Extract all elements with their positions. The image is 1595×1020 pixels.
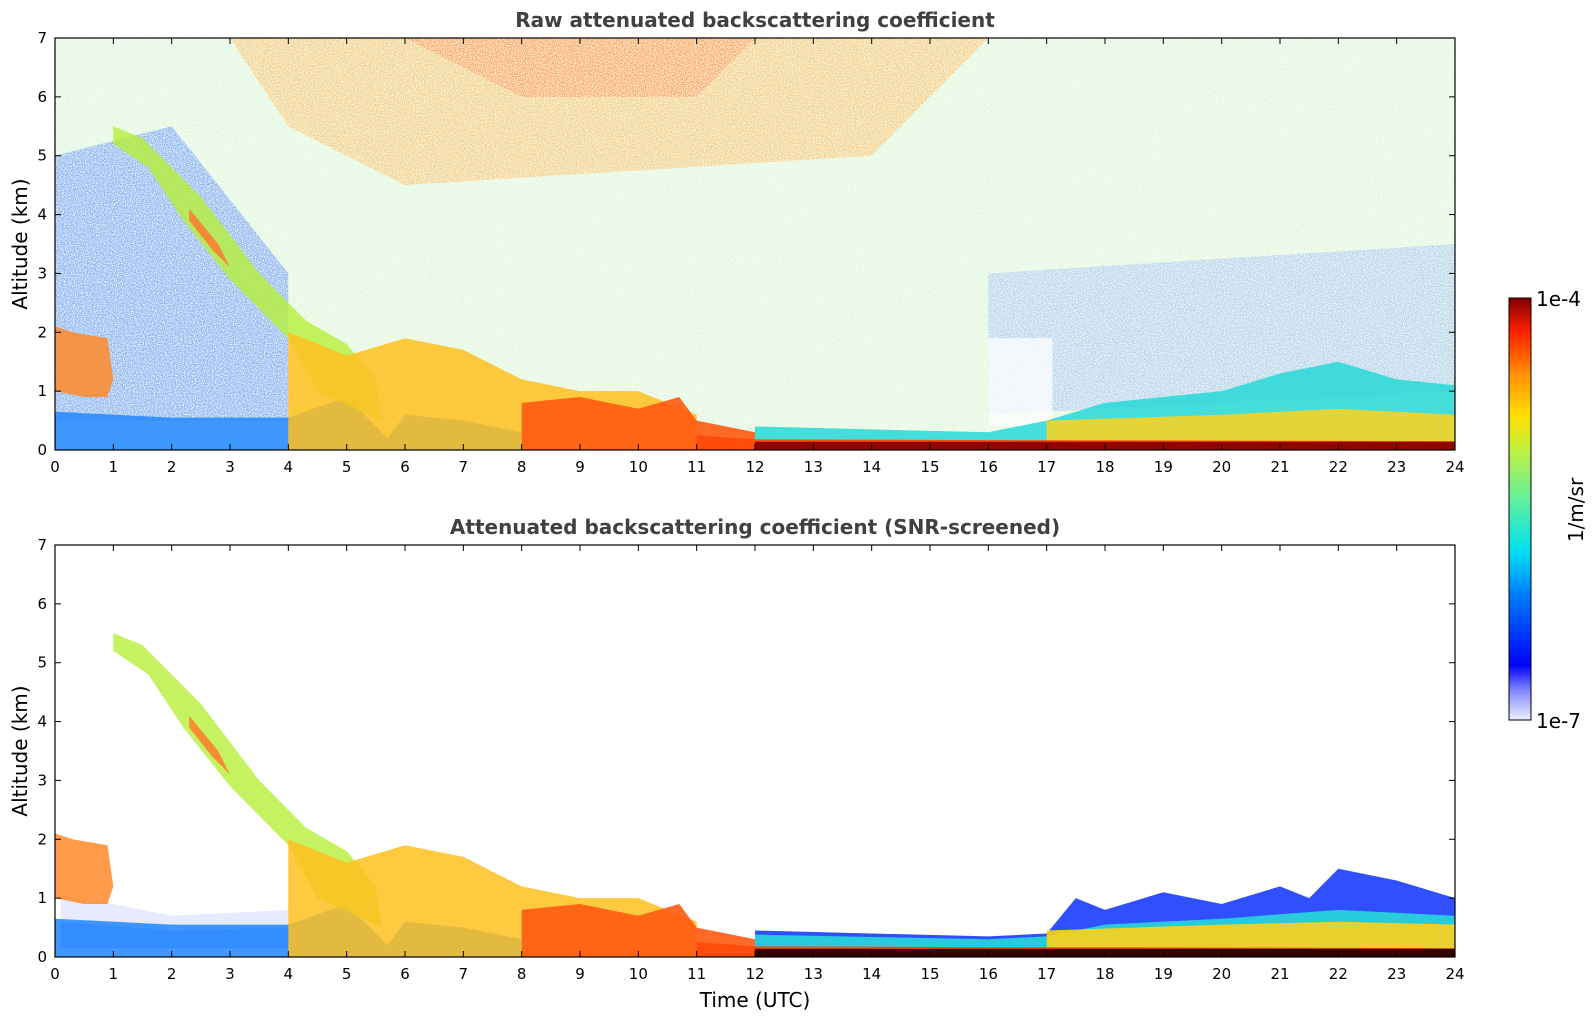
x-axis-label: Time (UTC): [699, 988, 811, 1012]
x-tick-label: 17: [1037, 458, 1056, 476]
y-tick-label: 1: [37, 889, 47, 907]
x-tick-label: 0: [50, 965, 60, 983]
panel-raw-title: Raw attenuated backscattering coefficien…: [515, 8, 995, 32]
x-tick-label: 3: [225, 965, 235, 983]
raw-heatmap: [55, 38, 1455, 450]
x-tick-label: 1: [109, 965, 119, 983]
x-tick-label: 15: [920, 458, 939, 476]
panel-raw: Raw attenuated backscattering coefficien…: [8, 8, 1465, 476]
panel-screened: Attenuated backscattering coefficient (S…: [8, 515, 1465, 1012]
y-tick-label: 0: [37, 948, 47, 966]
low-cloud-layer: [55, 326, 114, 397]
panel-screened-title: Attenuated backscattering coefficient (S…: [450, 515, 1060, 539]
x-tick-label: 2: [167, 965, 177, 983]
x-tick-label: 16: [979, 458, 998, 476]
x-tick-label: 24: [1445, 458, 1464, 476]
x-tick-label: 4: [284, 965, 294, 983]
x-tick-label: 7: [459, 965, 469, 983]
y-tick-label: 1: [37, 382, 47, 400]
x-tick-label: 2: [167, 458, 177, 476]
screened-plot-frame: [54, 544, 1456, 958]
x-tick-label: 3: [225, 458, 235, 476]
x-tick-label: 24: [1445, 965, 1464, 983]
x-tick-label: 22: [1329, 458, 1348, 476]
x-tick-label: 9: [575, 458, 585, 476]
x-tick-label: 4: [284, 458, 294, 476]
x-tick-label: 7: [459, 458, 469, 476]
x-tick-label: 23: [1387, 458, 1406, 476]
x-tick-label: 21: [1270, 965, 1289, 983]
x-tick-label: 12: [745, 458, 764, 476]
y-tick-label: 2: [37, 830, 47, 848]
x-tick-label: 21: [1270, 458, 1289, 476]
aerosol-plume-core: [189, 715, 230, 775]
y-tick-label: 7: [37, 29, 47, 47]
screened-axes: 0 1 2 3 4 5 6 7 8 9 10 11 12 13 14 15 16 17 18 19 20 21 22 23 24…: [37, 536, 1464, 983]
x-tick-label: 0: [50, 458, 60, 476]
x-tick-label: 18: [1095, 458, 1114, 476]
y-tick-label: 6: [37, 88, 47, 106]
low-cloud-layer: [55, 833, 114, 904]
raw-y-axis-label: Altitude (km): [8, 178, 32, 309]
colorbar-gradient: [1508, 297, 1532, 721]
y-tick-label: 6: [37, 595, 47, 613]
y-tick-label: 7: [37, 536, 47, 554]
x-tick-label: 14: [862, 458, 881, 476]
x-tick-label: 17: [1037, 965, 1056, 983]
x-tick-label: 11: [687, 458, 706, 476]
colorbar-min-label: 1e-7: [1536, 709, 1581, 733]
x-tick-label: 5: [342, 965, 352, 983]
screened-heatmap: [55, 633, 1455, 957]
y-tick-label: 5: [37, 147, 47, 165]
aerosol-plume-core: [189, 208, 230, 268]
x-tick-label: 8: [517, 458, 527, 476]
boundary-layer-core: [521, 397, 755, 450]
x-tick-label: 12: [745, 965, 764, 983]
x-tick-label: 9: [575, 965, 585, 983]
x-tick-label: 15: [920, 965, 939, 983]
x-tick-label: 20: [1212, 458, 1231, 476]
x-tick-label: 8: [517, 965, 527, 983]
x-tick-label: 23: [1387, 965, 1406, 983]
y-tick-label: 5: [37, 654, 47, 672]
x-tick-label: 16: [979, 965, 998, 983]
x-tick-label: 20: [1212, 965, 1231, 983]
x-tick-label: 18: [1095, 965, 1114, 983]
colorbar: 1e-4 1e-7 1/m/sr: [1508, 287, 1588, 733]
x-tick-label: 10: [629, 458, 648, 476]
x-tick-label: 6: [400, 458, 410, 476]
x-tick-label: 14: [862, 965, 881, 983]
x-tick-label: 19: [1154, 458, 1173, 476]
y-tick-label: 3: [37, 264, 47, 282]
convective-core: [1046, 408, 1455, 450]
y-tick-label: 3: [37, 771, 47, 789]
x-tick-label: 22: [1329, 965, 1348, 983]
x-tick-label: 5: [342, 458, 352, 476]
x-tick-label: 6: [400, 965, 410, 983]
screened-y-axis-label: Altitude (km): [8, 685, 32, 816]
x-tick-label: 1: [109, 458, 119, 476]
boundary-layer-core: [521, 904, 755, 957]
x-tick-label: 13: [804, 458, 823, 476]
y-tick-label: 4: [37, 713, 47, 731]
colorbar-unit-label: 1/m/sr: [1564, 477, 1588, 542]
raw-axes: 0 1 2 3 4 5 6 7 8 9 10 11 12 13 14 15 16 17 18 19 20 21 22 23 24…: [37, 29, 1464, 476]
y-tick-label: 0: [37, 441, 47, 459]
x-tick-label: 13: [804, 965, 823, 983]
x-tick-label: 19: [1154, 965, 1173, 983]
y-tick-label: 2: [37, 323, 47, 341]
colorbar-max-label: 1e-4: [1536, 287, 1581, 311]
x-tick-label: 10: [629, 965, 648, 983]
y-tick-label: 4: [37, 206, 47, 224]
x-tick-label: 11: [687, 965, 706, 983]
